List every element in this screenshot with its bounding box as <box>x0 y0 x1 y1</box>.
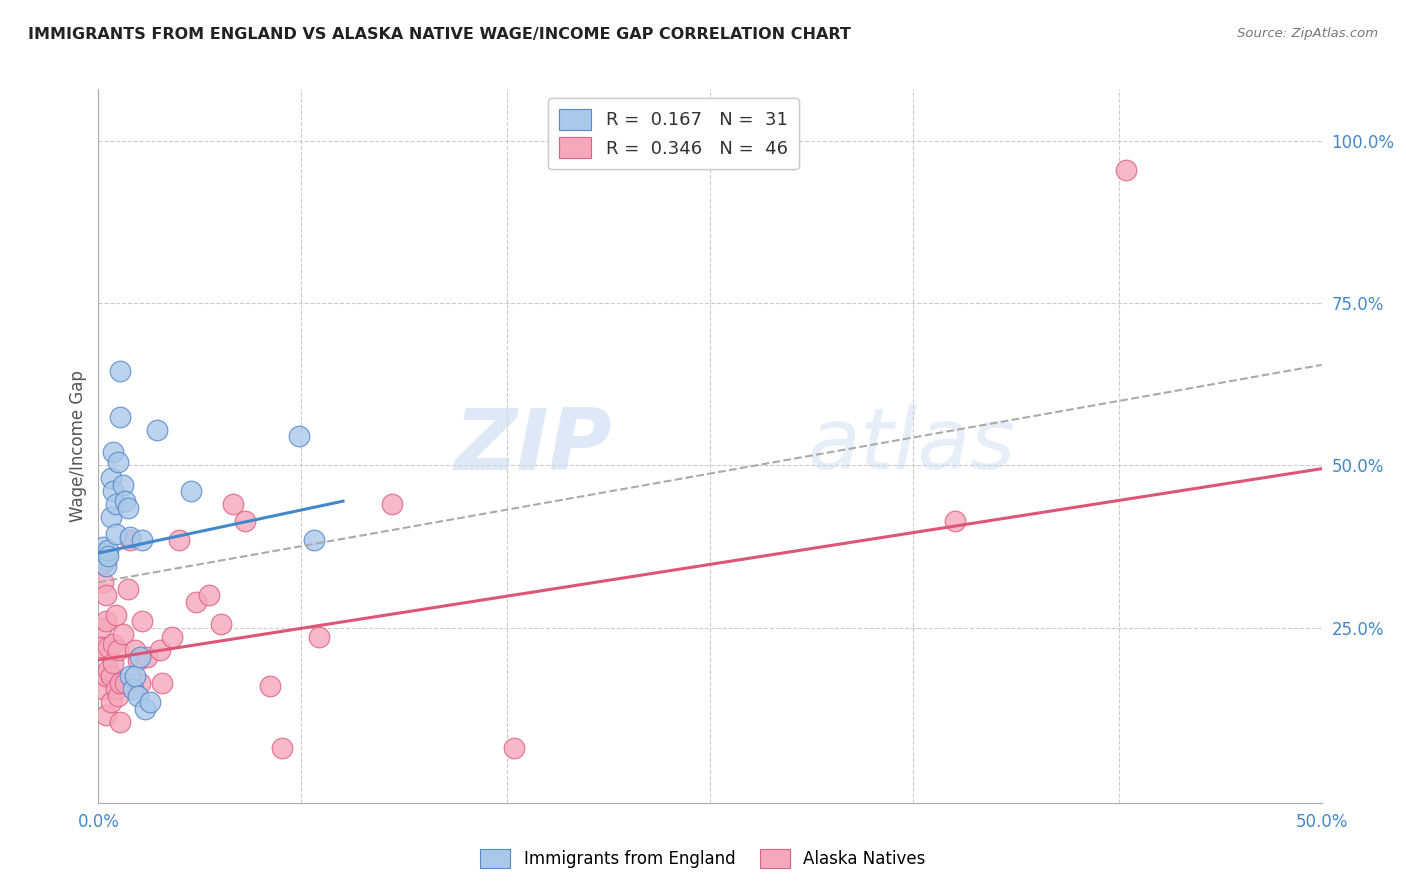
Point <box>111 627 134 641</box>
Text: Source: ZipAtlas.com: Source: ZipAtlas.com <box>1237 27 1378 40</box>
Point <box>100 695 122 709</box>
Point <box>110 364 132 378</box>
Point <box>270 740 294 755</box>
Point <box>90 621 112 635</box>
Point <box>124 669 146 683</box>
Point <box>120 669 142 683</box>
Point <box>124 643 146 657</box>
Point <box>94 588 117 602</box>
Text: ZIP: ZIP <box>454 404 612 488</box>
Point <box>104 607 127 622</box>
Point <box>186 595 208 609</box>
Point <box>101 657 124 671</box>
Point <box>107 643 129 657</box>
Point <box>302 533 325 547</box>
Point <box>104 526 127 541</box>
Point <box>90 640 112 654</box>
Point <box>136 649 159 664</box>
Point <box>259 679 281 693</box>
Point <box>129 675 152 690</box>
Point <box>94 614 117 628</box>
Point <box>117 582 139 596</box>
Point <box>146 423 169 437</box>
Point <box>1115 163 1137 178</box>
Point <box>117 500 139 515</box>
Point <box>127 689 149 703</box>
Point <box>101 637 124 651</box>
Point <box>131 533 153 547</box>
Point <box>120 530 142 544</box>
Point <box>308 631 330 645</box>
Point <box>139 695 162 709</box>
Point <box>167 533 190 547</box>
Point <box>197 588 219 602</box>
Point <box>97 549 120 564</box>
Point <box>943 514 966 528</box>
Point <box>288 429 311 443</box>
Point <box>94 708 117 723</box>
Point <box>209 617 232 632</box>
Point <box>222 497 245 511</box>
Point <box>120 533 142 547</box>
Y-axis label: Wage/Income Gap: Wage/Income Gap <box>69 370 87 522</box>
Point <box>127 653 149 667</box>
Point <box>107 689 129 703</box>
Point <box>503 740 526 755</box>
Point <box>160 631 183 645</box>
Point <box>91 556 114 570</box>
Point <box>97 663 120 677</box>
Text: atlas: atlas <box>808 404 1017 488</box>
Point <box>134 702 156 716</box>
Point <box>233 514 256 528</box>
Point <box>100 510 122 524</box>
Point <box>110 675 132 690</box>
Point <box>110 409 132 424</box>
Legend: Immigrants from England, Alaska Natives: Immigrants from England, Alaska Natives <box>474 842 932 875</box>
Text: IMMIGRANTS FROM ENGLAND VS ALASKA NATIVE WAGE/INCOME GAP CORRELATION CHART: IMMIGRANTS FROM ENGLAND VS ALASKA NATIVE… <box>28 27 851 42</box>
Point <box>129 649 152 664</box>
Point <box>121 682 143 697</box>
Point <box>110 714 132 729</box>
Point <box>94 559 117 574</box>
Point <box>94 552 117 566</box>
Point <box>91 540 114 554</box>
Point <box>107 455 129 469</box>
Point <box>97 640 120 654</box>
Point <box>100 669 122 683</box>
Point <box>149 643 172 657</box>
Point <box>114 494 136 508</box>
Point <box>90 546 112 560</box>
Legend: R =  0.167   N =  31, R =  0.346   N =  46: R = 0.167 N = 31, R = 0.346 N = 46 <box>548 98 799 169</box>
Point <box>100 471 122 485</box>
Point <box>180 484 202 499</box>
Point <box>381 497 404 511</box>
Point <box>150 675 173 690</box>
Point <box>94 669 117 683</box>
Point <box>111 478 134 492</box>
Point <box>91 575 114 590</box>
Point <box>97 542 120 557</box>
Point <box>101 484 124 499</box>
Point <box>91 682 114 697</box>
Point <box>131 614 153 628</box>
Point <box>104 682 127 697</box>
Point <box>104 497 127 511</box>
Point <box>114 675 136 690</box>
Point <box>101 445 124 459</box>
